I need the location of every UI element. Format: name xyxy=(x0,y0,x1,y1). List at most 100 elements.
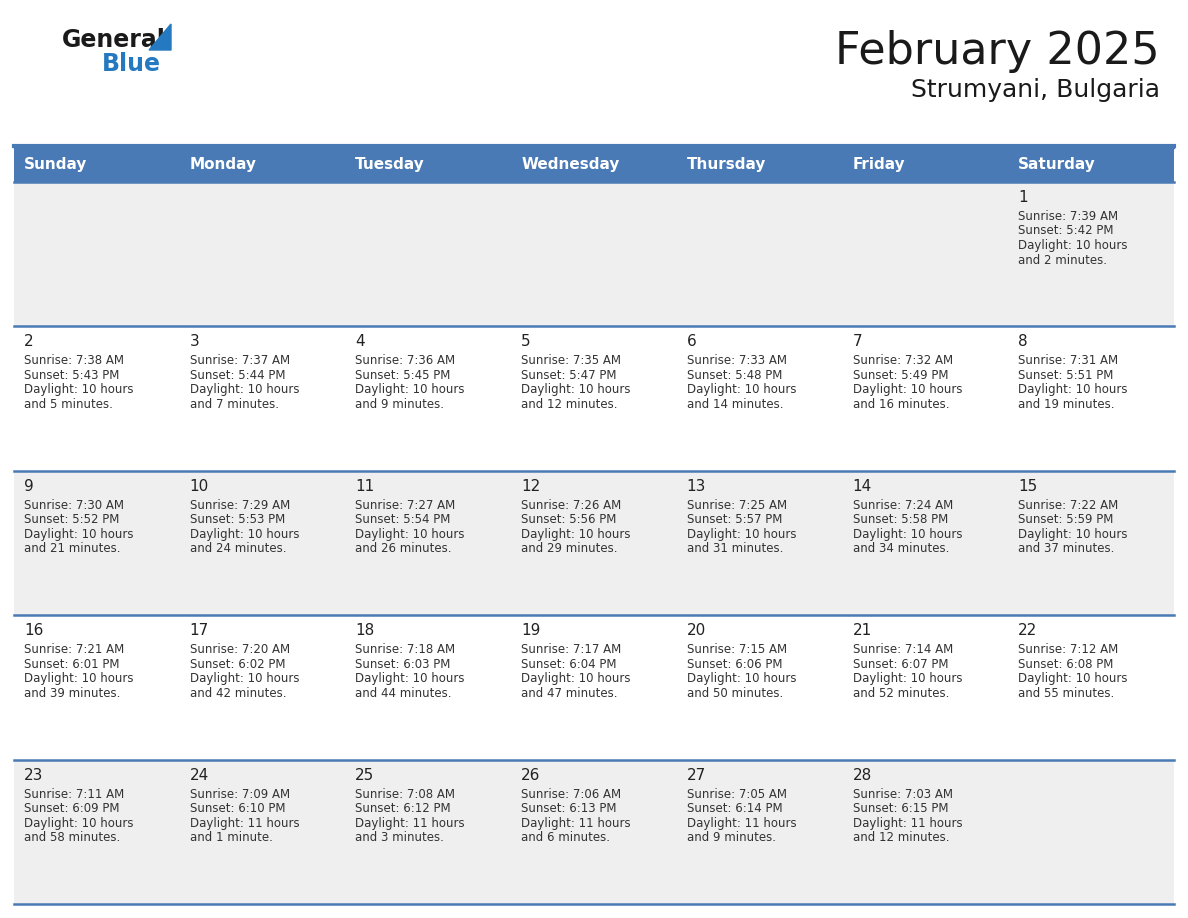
Text: 26: 26 xyxy=(522,767,541,783)
Text: Strumyani, Bulgaria: Strumyani, Bulgaria xyxy=(911,78,1159,102)
Text: and 9 minutes.: and 9 minutes. xyxy=(355,397,444,411)
Text: Sunrise: 7:15 AM: Sunrise: 7:15 AM xyxy=(687,644,786,656)
Text: and 12 minutes.: and 12 minutes. xyxy=(853,831,949,844)
Text: Sunset: 6:15 PM: Sunset: 6:15 PM xyxy=(853,802,948,815)
Text: Daylight: 10 hours: Daylight: 10 hours xyxy=(355,528,465,541)
Text: Sunset: 6:14 PM: Sunset: 6:14 PM xyxy=(687,802,783,815)
Text: 15: 15 xyxy=(1018,479,1037,494)
Text: Sunset: 5:51 PM: Sunset: 5:51 PM xyxy=(1018,369,1113,382)
Text: Daylight: 10 hours: Daylight: 10 hours xyxy=(853,528,962,541)
Bar xyxy=(14,182,1174,327)
Text: 11: 11 xyxy=(355,479,374,494)
Text: 9: 9 xyxy=(24,479,33,494)
Text: 6: 6 xyxy=(687,334,696,350)
Text: Daylight: 10 hours: Daylight: 10 hours xyxy=(522,528,631,541)
Text: Sunrise: 7:36 AM: Sunrise: 7:36 AM xyxy=(355,354,455,367)
Text: 2: 2 xyxy=(24,334,33,350)
Text: and 55 minutes.: and 55 minutes. xyxy=(1018,687,1114,700)
Text: Sunrise: 7:05 AM: Sunrise: 7:05 AM xyxy=(687,788,786,800)
Text: Sunset: 5:52 PM: Sunset: 5:52 PM xyxy=(24,513,119,526)
Text: Sunrise: 7:29 AM: Sunrise: 7:29 AM xyxy=(190,498,290,512)
Bar xyxy=(14,148,179,182)
Text: and 58 minutes.: and 58 minutes. xyxy=(24,831,120,844)
Bar xyxy=(1009,148,1174,182)
Text: Wednesday: Wednesday xyxy=(522,158,619,173)
Text: 21: 21 xyxy=(853,623,872,638)
Text: Daylight: 11 hours: Daylight: 11 hours xyxy=(355,817,465,830)
Bar xyxy=(14,615,1174,759)
Text: Sunset: 6:06 PM: Sunset: 6:06 PM xyxy=(687,657,783,671)
Text: Daylight: 10 hours: Daylight: 10 hours xyxy=(522,672,631,685)
Text: 20: 20 xyxy=(687,623,706,638)
Text: Sunday: Sunday xyxy=(24,158,87,173)
Text: Sunrise: 7:24 AM: Sunrise: 7:24 AM xyxy=(853,498,953,512)
Text: and 34 minutes.: and 34 minutes. xyxy=(853,543,949,555)
Text: Daylight: 10 hours: Daylight: 10 hours xyxy=(355,672,465,685)
Text: 10: 10 xyxy=(190,479,209,494)
Text: Daylight: 10 hours: Daylight: 10 hours xyxy=(190,384,299,397)
Text: Daylight: 10 hours: Daylight: 10 hours xyxy=(687,672,796,685)
Text: Saturday: Saturday xyxy=(1018,158,1097,173)
Text: Daylight: 11 hours: Daylight: 11 hours xyxy=(190,817,299,830)
Text: Friday: Friday xyxy=(853,158,905,173)
Text: and 50 minutes.: and 50 minutes. xyxy=(687,687,783,700)
Text: 3: 3 xyxy=(190,334,200,350)
Text: 23: 23 xyxy=(24,767,43,783)
Text: Sunset: 6:13 PM: Sunset: 6:13 PM xyxy=(522,802,617,815)
Text: and 29 minutes.: and 29 minutes. xyxy=(522,543,618,555)
Text: Daylight: 10 hours: Daylight: 10 hours xyxy=(1018,384,1127,397)
Text: 14: 14 xyxy=(853,479,872,494)
Text: Sunset: 6:02 PM: Sunset: 6:02 PM xyxy=(190,657,285,671)
Text: Monday: Monday xyxy=(190,158,257,173)
Text: and 16 minutes.: and 16 minutes. xyxy=(853,397,949,411)
Text: Sunset: 6:12 PM: Sunset: 6:12 PM xyxy=(355,802,451,815)
Text: and 12 minutes.: and 12 minutes. xyxy=(522,397,618,411)
Bar xyxy=(842,148,1009,182)
Text: Sunrise: 7:20 AM: Sunrise: 7:20 AM xyxy=(190,644,290,656)
Text: Sunrise: 7:30 AM: Sunrise: 7:30 AM xyxy=(24,498,124,512)
Text: 16: 16 xyxy=(24,623,43,638)
Text: Daylight: 11 hours: Daylight: 11 hours xyxy=(687,817,796,830)
Text: and 31 minutes.: and 31 minutes. xyxy=(687,543,783,555)
Text: Daylight: 10 hours: Daylight: 10 hours xyxy=(1018,672,1127,685)
Text: Daylight: 11 hours: Daylight: 11 hours xyxy=(853,817,962,830)
Text: 28: 28 xyxy=(853,767,872,783)
Text: Sunrise: 7:17 AM: Sunrise: 7:17 AM xyxy=(522,644,621,656)
Text: and 24 minutes.: and 24 minutes. xyxy=(190,543,286,555)
Text: and 2 minutes.: and 2 minutes. xyxy=(1018,253,1107,266)
Text: 18: 18 xyxy=(355,623,374,638)
Text: Daylight: 10 hours: Daylight: 10 hours xyxy=(853,384,962,397)
Text: Sunrise: 7:33 AM: Sunrise: 7:33 AM xyxy=(687,354,786,367)
Text: Daylight: 10 hours: Daylight: 10 hours xyxy=(24,384,133,397)
Text: 19: 19 xyxy=(522,623,541,638)
Text: and 7 minutes.: and 7 minutes. xyxy=(190,397,279,411)
Text: February 2025: February 2025 xyxy=(835,30,1159,73)
Text: General: General xyxy=(62,28,166,52)
Bar xyxy=(14,759,1174,904)
Text: Sunrise: 7:39 AM: Sunrise: 7:39 AM xyxy=(1018,210,1118,223)
Text: 4: 4 xyxy=(355,334,365,350)
Bar xyxy=(179,148,346,182)
Text: Daylight: 10 hours: Daylight: 10 hours xyxy=(24,817,133,830)
Text: 1: 1 xyxy=(1018,190,1028,205)
Text: Daylight: 10 hours: Daylight: 10 hours xyxy=(24,528,133,541)
Text: Daylight: 10 hours: Daylight: 10 hours xyxy=(24,672,133,685)
Text: Sunset: 6:03 PM: Sunset: 6:03 PM xyxy=(355,657,450,671)
Text: 8: 8 xyxy=(1018,334,1028,350)
Text: and 52 minutes.: and 52 minutes. xyxy=(853,687,949,700)
Text: Sunset: 5:48 PM: Sunset: 5:48 PM xyxy=(687,369,782,382)
Text: Daylight: 10 hours: Daylight: 10 hours xyxy=(355,384,465,397)
Text: Sunrise: 7:25 AM: Sunrise: 7:25 AM xyxy=(687,498,786,512)
Bar xyxy=(14,471,1174,615)
Text: Sunset: 5:59 PM: Sunset: 5:59 PM xyxy=(1018,513,1113,526)
Text: Sunset: 5:57 PM: Sunset: 5:57 PM xyxy=(687,513,782,526)
Text: Sunset: 5:54 PM: Sunset: 5:54 PM xyxy=(355,513,450,526)
Text: 17: 17 xyxy=(190,623,209,638)
Text: Sunset: 5:58 PM: Sunset: 5:58 PM xyxy=(853,513,948,526)
Text: 13: 13 xyxy=(687,479,706,494)
Text: Sunrise: 7:35 AM: Sunrise: 7:35 AM xyxy=(522,354,621,367)
Text: Sunset: 5:47 PM: Sunset: 5:47 PM xyxy=(522,369,617,382)
Text: Daylight: 11 hours: Daylight: 11 hours xyxy=(522,817,631,830)
Text: and 42 minutes.: and 42 minutes. xyxy=(190,687,286,700)
Text: Sunset: 5:53 PM: Sunset: 5:53 PM xyxy=(190,513,285,526)
